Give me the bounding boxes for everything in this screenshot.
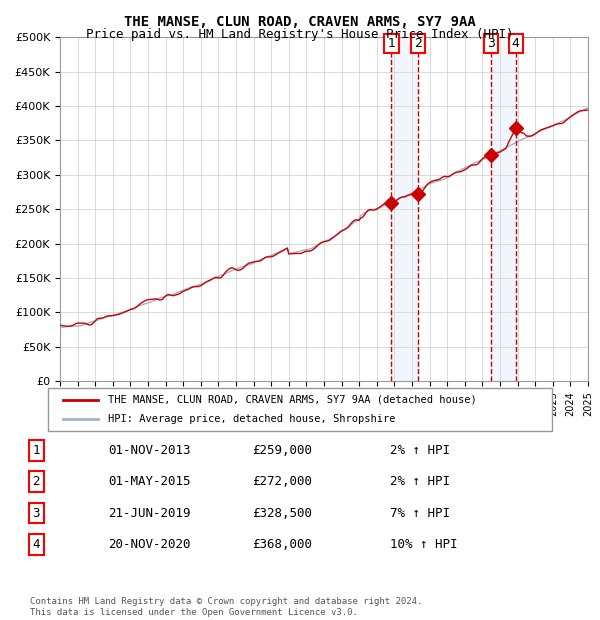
Text: 21-JUN-2019: 21-JUN-2019 xyxy=(108,507,191,520)
Bar xyxy=(491,37,515,381)
Text: £328,500: £328,500 xyxy=(252,507,312,520)
Text: £272,000: £272,000 xyxy=(252,476,312,488)
Text: 10% ↑ HPI: 10% ↑ HPI xyxy=(390,538,458,551)
Text: 3: 3 xyxy=(487,37,494,50)
Text: 3: 3 xyxy=(32,507,40,520)
Text: HPI: Average price, detached house, Shropshire: HPI: Average price, detached house, Shro… xyxy=(109,414,396,423)
Text: 2% ↑ HPI: 2% ↑ HPI xyxy=(390,476,450,488)
Text: Contains HM Land Registry data © Crown copyright and database right 2024.
This d: Contains HM Land Registry data © Crown c… xyxy=(30,598,422,617)
Text: 2% ↑ HPI: 2% ↑ HPI xyxy=(390,444,450,457)
Text: 2: 2 xyxy=(32,476,40,488)
Text: 1: 1 xyxy=(32,444,40,457)
Bar xyxy=(391,37,418,381)
Text: £259,000: £259,000 xyxy=(252,444,312,457)
FancyBboxPatch shape xyxy=(48,388,552,431)
Text: 4: 4 xyxy=(32,538,40,551)
Text: 1: 1 xyxy=(388,37,395,50)
Text: 2: 2 xyxy=(414,37,422,50)
Text: THE MANSE, CLUN ROAD, CRAVEN ARMS, SY7 9AA (detached house): THE MANSE, CLUN ROAD, CRAVEN ARMS, SY7 9… xyxy=(109,395,477,405)
Text: 4: 4 xyxy=(512,37,520,50)
Text: 7% ↑ HPI: 7% ↑ HPI xyxy=(390,507,450,520)
Text: 01-NOV-2013: 01-NOV-2013 xyxy=(108,444,191,457)
Text: 20-NOV-2020: 20-NOV-2020 xyxy=(108,538,191,551)
Text: Price paid vs. HM Land Registry's House Price Index (HPI): Price paid vs. HM Land Registry's House … xyxy=(86,28,514,41)
Text: 01-MAY-2015: 01-MAY-2015 xyxy=(108,476,191,488)
Text: THE MANSE, CLUN ROAD, CRAVEN ARMS, SY7 9AA: THE MANSE, CLUN ROAD, CRAVEN ARMS, SY7 9… xyxy=(124,16,476,30)
Text: £368,000: £368,000 xyxy=(252,538,312,551)
